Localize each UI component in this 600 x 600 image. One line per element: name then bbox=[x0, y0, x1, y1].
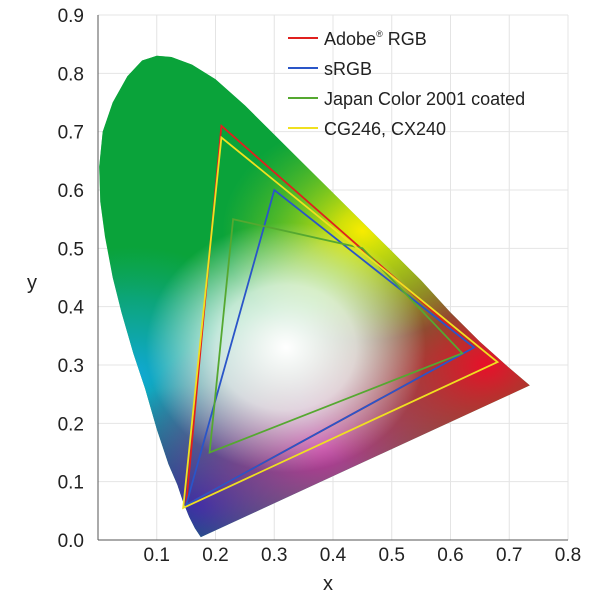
y-tick-label-0: 0.0 bbox=[58, 531, 84, 552]
y-tick-label-1: 0.1 bbox=[58, 473, 84, 494]
x-tick-label-1: 0.2 bbox=[202, 545, 228, 566]
legend-label-2: Japan Color 2001 coated bbox=[324, 89, 525, 109]
gamut-triangles bbox=[182, 123, 500, 510]
y-axis-label: y bbox=[27, 272, 37, 294]
gamut-outline-1 bbox=[184, 188, 476, 507]
x-tick-label-3: 0.4 bbox=[320, 545, 347, 566]
legend-label-3: CG246, CX240 bbox=[324, 119, 446, 139]
legend-label-0: Adobe® RGB bbox=[324, 29, 427, 49]
gamut-outline-3 bbox=[182, 135, 500, 510]
legend-label-1: sRGB bbox=[324, 59, 372, 79]
x-tick-label-0: 0.1 bbox=[144, 545, 170, 566]
x-tick-label-5: 0.6 bbox=[437, 545, 463, 566]
axes: 0.1 0.2 0.3 0.4 0.5 0.6 0.7 0.8 0.0 0.1 0.2 0.3 0.4 0… bbox=[58, 6, 582, 566]
y-tick-label-9: 0.9 bbox=[58, 6, 84, 27]
x-tick-label-4: 0.5 bbox=[379, 545, 405, 566]
legend: Adobe® RGB sRGB Japan Color 2001 coated CG2… bbox=[288, 29, 525, 139]
y-tick-label-8: 0.8 bbox=[58, 64, 84, 85]
y-tick-label-2: 0.2 bbox=[58, 414, 84, 435]
y-tick-label-4: 0.4 bbox=[58, 298, 85, 319]
y-tick-label-7: 0.7 bbox=[58, 123, 84, 144]
x-tick-label-6: 0.7 bbox=[496, 545, 522, 566]
y-tick-label-6: 0.6 bbox=[58, 181, 84, 202]
gamut-outline-2 bbox=[208, 218, 464, 454]
y-tick-label-5: 0.5 bbox=[58, 239, 84, 260]
y-tick-label-3: 0.3 bbox=[58, 356, 84, 377]
x-axis-label: x bbox=[323, 573, 333, 595]
x-tick-label-2: 0.3 bbox=[261, 545, 287, 566]
x-tick-label-7: 0.8 bbox=[555, 545, 581, 566]
